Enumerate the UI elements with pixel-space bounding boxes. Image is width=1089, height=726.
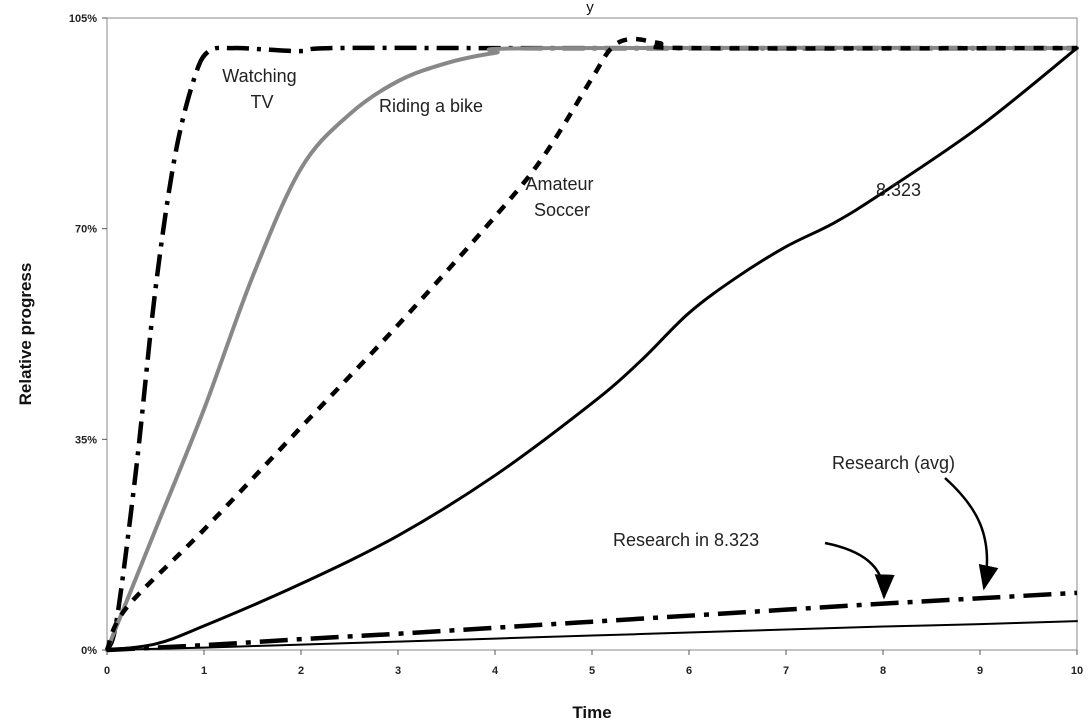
x-tick-label: 5	[589, 665, 595, 677]
y-tick-label: 70%	[75, 224, 97, 236]
x-tick-label: 10	[1071, 665, 1083, 677]
annotation-amateur-soccer: Amateur Soccer	[525, 174, 598, 220]
annotation-amateur-soccer-line1: Amateur	[525, 174, 593, 194]
y-axis: 0% 35% 70% 105%	[69, 13, 107, 657]
series-line-8-323	[105, 46, 1079, 652]
x-tick-label: 3	[395, 665, 401, 677]
arrow-research-8323	[824, 541, 895, 600]
series-line-research-in-8-323	[106, 620, 1078, 651]
y-tick-label: 105%	[69, 13, 97, 25]
series-line-research-avg	[106, 590, 1078, 653]
x-tick-label: 4	[492, 665, 499, 677]
y-tick-label: 35%	[75, 434, 97, 446]
x-tick-label: 7	[783, 665, 789, 677]
x-axis-title: Time	[572, 703, 611, 722]
x-tick-label: 9	[977, 665, 983, 677]
x-axis: 0 1 2 3 4 5 6 7 8 9 10	[104, 650, 1083, 677]
series-layer	[104, 36, 1079, 653]
y-axis-title: Relative progress	[16, 263, 35, 406]
annotation-amateur-soccer-line2: Soccer	[534, 200, 590, 220]
series-line-riding-a-bike	[105, 45, 1079, 652]
x-tick-label: 2	[298, 665, 304, 677]
arrow-research-avg	[944, 477, 999, 591]
annotation-research-in-8323: Research in 8.323	[613, 530, 759, 550]
x-tick-label: 6	[686, 665, 692, 677]
series-line-amateur-soccer	[104, 36, 1078, 651]
annotation-riding-a-bike: Riding a bike	[379, 96, 483, 116]
annotation-watching-tv-line2: TV	[250, 92, 273, 112]
annotation-research-avg: Research (avg)	[832, 453, 955, 473]
x-tick-label: 8	[880, 665, 886, 677]
x-tick-label: 1	[201, 665, 207, 677]
annotation-8323: 8.323	[876, 180, 921, 200]
x-tick-label: 0	[104, 665, 110, 677]
y-tick-label: 0%	[81, 645, 97, 657]
annotation-watching-tv-line1: Watching	[222, 66, 296, 86]
plot-area	[106, 17, 1078, 651]
chart-title-fragment: y	[586, 0, 594, 16]
annotation-watching-tv: Watching TV	[222, 66, 301, 112]
